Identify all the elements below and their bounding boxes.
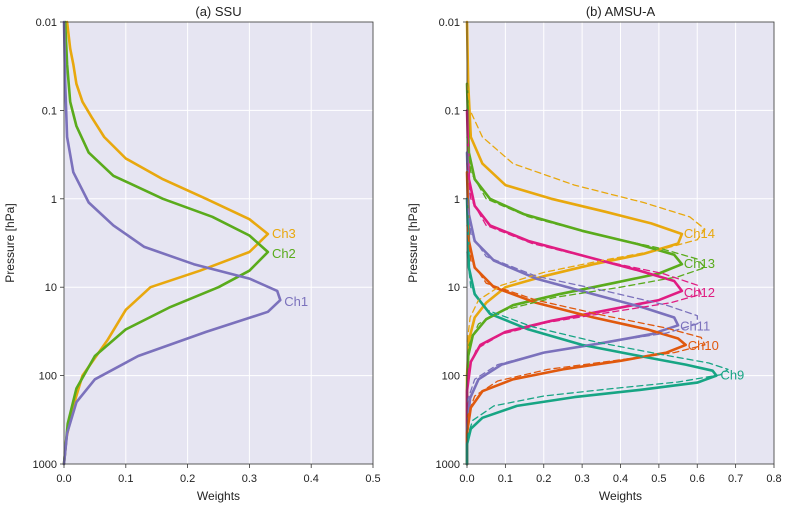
series-line-ch10 bbox=[465, 170, 687, 466]
x-tick-label: 0.2 bbox=[536, 473, 551, 485]
series-line-ch12 bbox=[465, 109, 684, 466]
y-tick-label: 1 bbox=[454, 194, 460, 206]
series-line-ch2 bbox=[62, 20, 270, 466]
x-tick-label: 0.0 bbox=[459, 473, 474, 485]
x-axis-label: Weights bbox=[197, 489, 240, 503]
x-tick-label: 0.7 bbox=[728, 473, 743, 485]
series-line-dashed-10 bbox=[466, 224, 706, 419]
series-label-ch10: Ch10 bbox=[688, 338, 719, 353]
series-line-dashed-7 bbox=[466, 136, 706, 368]
series-label-ch2: Ch2 bbox=[272, 246, 296, 261]
y-tick-label: 0.1 bbox=[445, 105, 460, 117]
series-label-ch9: Ch9 bbox=[720, 368, 744, 383]
x-axis-label: Weights bbox=[599, 489, 642, 503]
series-label-ch12: Ch12 bbox=[684, 285, 715, 300]
x-tick-label: 0.5 bbox=[651, 473, 666, 485]
x-tick-label: 0.4 bbox=[613, 473, 628, 485]
y-axis-label: Pressure [hPa] bbox=[406, 203, 420, 282]
y-tick-label: 1000 bbox=[436, 459, 460, 471]
chart-title: (a) SSU bbox=[195, 4, 241, 19]
x-tick-label: 0.0 bbox=[56, 473, 71, 485]
series-label-ch1: Ch1 bbox=[284, 294, 308, 309]
x-tick-label: 0.1 bbox=[498, 473, 513, 485]
series-label-ch13: Ch13 bbox=[684, 256, 715, 271]
series-line-ch13 bbox=[465, 82, 684, 466]
y-tick-label: 10 bbox=[448, 282, 460, 294]
series-line-dashed-6 bbox=[466, 83, 706, 346]
series-line-dashed-9 bbox=[466, 198, 698, 403]
x-tick-label: 0.2 bbox=[180, 473, 195, 485]
x-tick-label: 0.6 bbox=[690, 473, 705, 485]
x-tick-label: 0.4 bbox=[304, 473, 319, 485]
plot-frame bbox=[63, 21, 374, 465]
series-label-ch3: Ch3 bbox=[272, 226, 296, 241]
y-tick-label: 10 bbox=[45, 282, 57, 294]
y-tick-label: 1 bbox=[51, 194, 57, 206]
x-tick-label: 0.5 bbox=[365, 473, 380, 485]
y-tick-label: 100 bbox=[442, 371, 460, 383]
plot-area bbox=[64, 22, 373, 464]
x-tick-label: 0.8 bbox=[766, 473, 781, 485]
x-tick-label: 0.3 bbox=[242, 473, 257, 485]
y-axis-label: Pressure [hPa] bbox=[3, 203, 17, 282]
series-line-ch1 bbox=[62, 20, 282, 466]
series-line-ch11 bbox=[465, 151, 680, 466]
x-tick-label: 0.3 bbox=[574, 473, 589, 485]
y-tick-label: 0.01 bbox=[36, 17, 57, 29]
series-line-dashed-8 bbox=[466, 162, 702, 390]
series-line-ch14 bbox=[465, 20, 684, 466]
chart-title: (b) AMSU-A bbox=[586, 4, 656, 19]
y-tick-label: 0.01 bbox=[439, 17, 460, 29]
series-label-ch14: Ch14 bbox=[684, 226, 715, 241]
y-tick-label: 1000 bbox=[33, 459, 57, 471]
x-tick-label: 0.1 bbox=[118, 473, 133, 485]
y-tick-label: 0.1 bbox=[42, 105, 57, 117]
panel-ssu: Ch3 Ch2 Ch1 0.0 0.1 0.2 0.3 0.4 0.5 0.01 0.1 1 10 100… bbox=[3, 4, 381, 503]
series-line-dashed-11 bbox=[466, 251, 729, 439]
series-label-ch11: Ch11 bbox=[680, 318, 710, 333]
y-tick-label: 100 bbox=[39, 371, 57, 383]
